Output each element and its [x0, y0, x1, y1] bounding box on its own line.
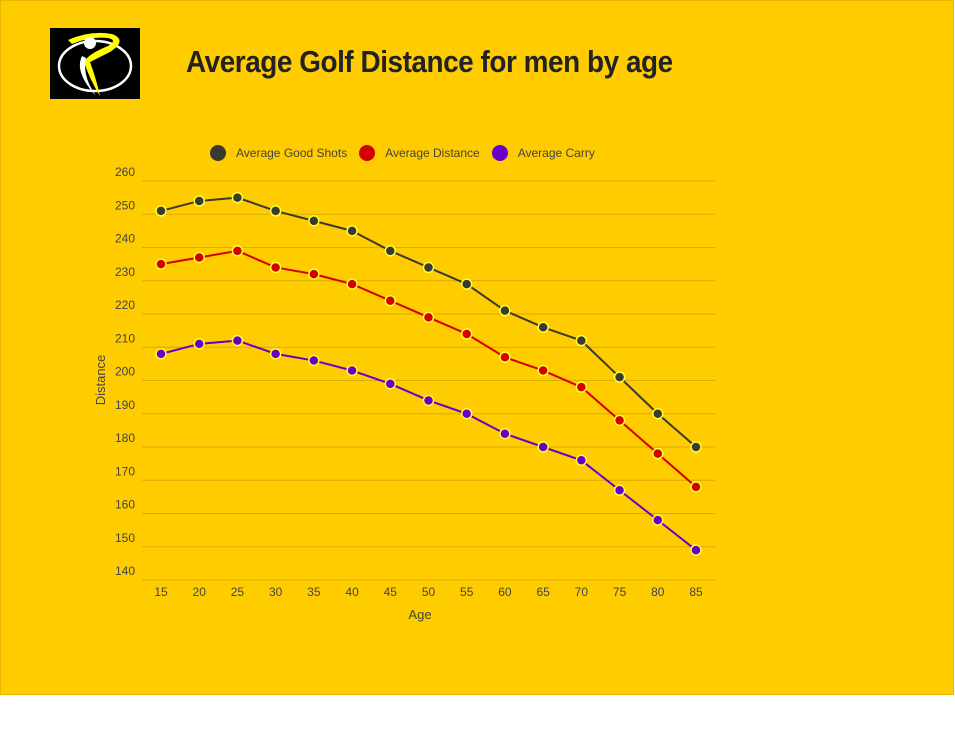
data-point: [422, 261, 435, 274]
series-line: [160, 339, 697, 551]
y-tick-label: 200: [115, 365, 135, 379]
data-point: [652, 447, 664, 460]
data-point: [269, 261, 282, 274]
legend-label: Average Carry: [517, 146, 595, 160]
y-axis-label: Distance: [93, 355, 108, 406]
y-tick-label: 220: [115, 298, 135, 312]
data-point: [613, 484, 626, 496]
legend-item[interactable]: Average Distance: [359, 145, 480, 161]
chart-legend: Average Good Shots Average Distance Aver…: [210, 145, 607, 161]
x-tick-label: 50: [422, 585, 436, 599]
x-tick-label: 80: [651, 585, 665, 599]
x-tick-label: 65: [536, 585, 550, 599]
y-tick-label: 190: [115, 398, 135, 412]
x-tick-label: 70: [575, 585, 589, 599]
data-point: [690, 441, 702, 453]
y-tick-label: 230: [115, 265, 135, 279]
data-point: [384, 245, 397, 257]
data-point: [231, 191, 244, 204]
y-tick-label: 170: [115, 464, 135, 478]
data-point: [346, 278, 358, 290]
legend-dot-icon: [359, 145, 376, 161]
data-point: [231, 245, 244, 257]
data-point: [193, 251, 205, 264]
legend-dot-icon: [491, 145, 508, 161]
data-point: [155, 258, 167, 270]
chart-title: Average Golf Distance for men by age: [186, 44, 673, 79]
data-point: [308, 268, 320, 280]
data-point: [460, 408, 473, 420]
data-point: [269, 205, 282, 217]
golfer-logo-icon: [50, 28, 140, 99]
x-tick-label: 55: [460, 585, 474, 599]
y-tick-label: 180: [115, 431, 135, 445]
data-point: [537, 321, 549, 334]
data-point: [575, 381, 588, 393]
y-tick-label: 140: [115, 564, 135, 578]
legend-dot-icon: [210, 145, 226, 161]
data-point: [384, 378, 397, 390]
data-point: [308, 215, 320, 227]
data-point: [575, 334, 588, 347]
data-point: [613, 371, 626, 383]
series-line: [160, 249, 697, 488]
x-axis-label: Age: [408, 607, 431, 622]
data-point: [460, 278, 473, 290]
legend-item[interactable]: Average Good Shots: [210, 145, 347, 161]
data-point: [193, 195, 205, 207]
data-point: [613, 414, 626, 427]
data-point: [346, 225, 358, 237]
x-tick-label: 60: [498, 585, 512, 599]
data-point: [422, 311, 435, 324]
data-point: [155, 348, 167, 360]
data-point: [384, 294, 397, 307]
data-point: [308, 354, 320, 367]
legend-label: Average Good Shots: [236, 146, 348, 160]
data-point: [575, 454, 588, 467]
y-tick-label: 160: [115, 498, 135, 512]
data-point: [422, 394, 435, 407]
data-point: [499, 351, 511, 363]
x-tick-label: 45: [384, 585, 398, 599]
y-tick-label: 250: [115, 198, 135, 212]
data-point: [690, 481, 702, 493]
data-point: [690, 544, 702, 556]
y-tick-label: 240: [115, 232, 135, 246]
x-tick-label: 15: [154, 585, 168, 599]
y-tick-label: 210: [115, 331, 135, 345]
data-point: [537, 364, 549, 377]
x-tick-label: 75: [613, 585, 627, 599]
data-point: [155, 205, 167, 217]
data-point: [269, 348, 282, 360]
data-point: [652, 408, 664, 420]
legend-label: Average Distance: [385, 146, 480, 160]
data-point: [537, 441, 549, 453]
x-tick-label: 85: [689, 585, 703, 599]
data-point: [193, 338, 205, 350]
y-tick-label: 150: [115, 531, 135, 545]
y-tick-label: 260: [115, 165, 135, 179]
line-chart: 140 150 160 170 180 190 200 210 220 230 240 250 260 1…: [93, 165, 715, 622]
x-tick-label: 20: [193, 585, 207, 599]
data-point: [499, 427, 511, 440]
legend-item[interactable]: Average Carry: [491, 145, 595, 161]
data-point: [231, 334, 244, 347]
x-tick-label: 25: [231, 585, 245, 599]
data-point: [460, 328, 473, 340]
x-tick-label: 35: [307, 585, 321, 599]
data-point: [652, 514, 664, 526]
data-point: [499, 304, 511, 317]
x-tick-label: 30: [269, 585, 283, 599]
x-tick-label: 40: [345, 585, 359, 599]
data-point: [346, 364, 358, 377]
